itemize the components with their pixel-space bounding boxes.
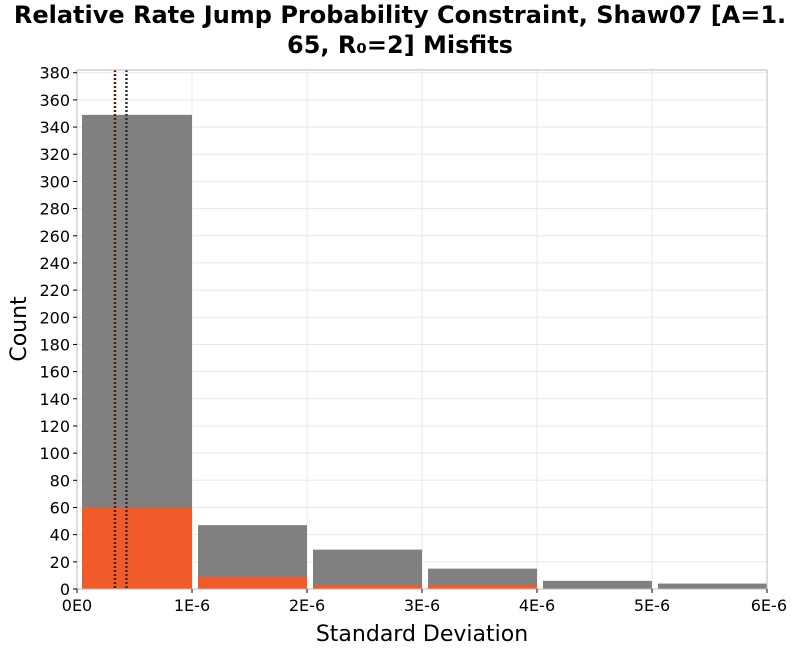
- y-tick-label-15: 300: [39, 172, 70, 191]
- y-tick-label-1: 20: [50, 553, 70, 572]
- x-tick-label-5: 5E-6: [634, 596, 670, 615]
- y-tick-label-7: 140: [39, 390, 70, 409]
- bar-series1-bin0: [82, 507, 192, 589]
- bar-series1-bin3: [428, 584, 537, 589]
- bar-series0-bin3: [428, 568, 537, 589]
- x-tick-label-1: 1E-6: [174, 596, 210, 615]
- y-tick-label-0: 0: [60, 580, 70, 599]
- bar-series1-bin1: [198, 576, 307, 589]
- y-tick-label-8: 160: [39, 363, 70, 382]
- y-tick-label-6: 120: [39, 417, 70, 436]
- y-axis-label: Count: [7, 296, 32, 362]
- chart-title-line-1: Relative Rate Jump Probability Constrain…: [14, 1, 786, 29]
- y-tick-label-2: 40: [50, 526, 70, 545]
- x-tick-label-4: 4E-6: [519, 596, 555, 615]
- y-tick-label-4: 80: [50, 471, 70, 490]
- y-tick-label-17: 340: [39, 118, 70, 137]
- y-tick-label-5: 100: [39, 444, 70, 463]
- y-axis-ticks: 0 20 40 60 80 100 120 140 160 180 200 220 240 260 280 3…: [39, 64, 77, 599]
- x-tick-label-0: 0E0: [62, 596, 92, 615]
- bars: [82, 114, 767, 589]
- y-tick-label-3: 60: [50, 498, 70, 517]
- y-tick-label-16: 320: [39, 145, 70, 164]
- y-tick-label-18: 360: [39, 91, 70, 110]
- bar-series0-bin4: [543, 580, 652, 589]
- bar-series0-bin2: [313, 549, 422, 589]
- y-tick-label-10: 200: [39, 308, 70, 327]
- x-tick-label-3: 3E-6: [404, 596, 440, 615]
- y-tick-label-12: 240: [39, 254, 70, 273]
- x-tick-label-6: 6E-6: [751, 596, 787, 615]
- x-axis-label: Standard Deviation: [316, 622, 528, 647]
- reference-lines: [113, 70, 128, 589]
- y-tick-label-11: 220: [39, 281, 70, 300]
- y-tick-label-19: 380: [39, 64, 70, 83]
- y-tick-label-13: 260: [39, 227, 70, 246]
- x-tick-label-2: 2E-6: [289, 596, 325, 615]
- x-axis-ticks: 0E0 1E-6 2E-6 3E-6 4E-6 5E-6 6E-6: [62, 589, 787, 615]
- bar-series0-bin5: [658, 583, 767, 589]
- y-tick-label-14: 280: [39, 200, 70, 219]
- bar-series1-bin2: [313, 584, 422, 589]
- y-tick-label-9: 180: [39, 335, 70, 354]
- chart-title-line-2: 65, R₀=2] Misfits: [287, 31, 513, 59]
